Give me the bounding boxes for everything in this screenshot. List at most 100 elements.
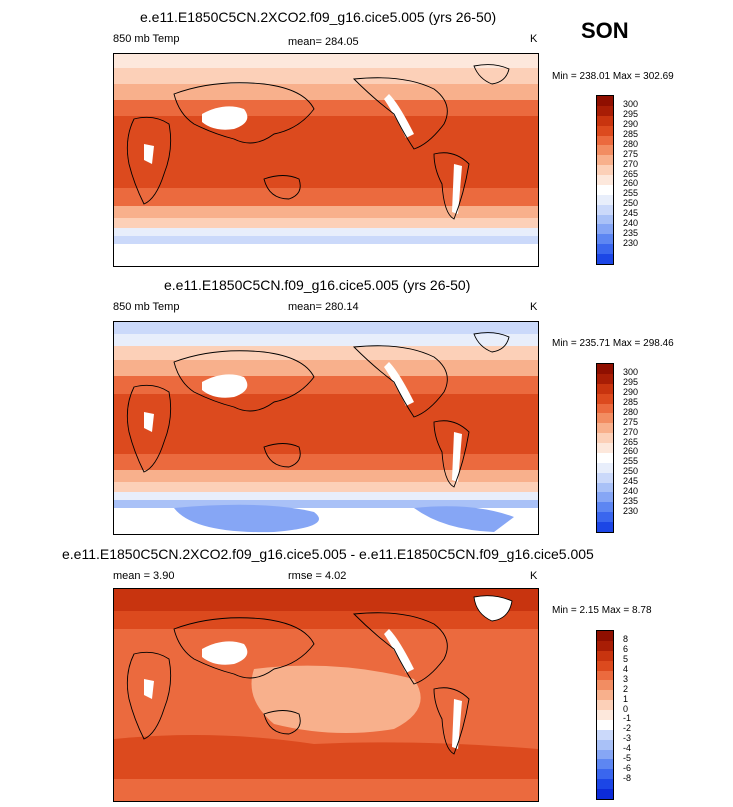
colorbar-swatch	[597, 462, 613, 473]
colorbar-swatch	[597, 749, 613, 760]
colorbar-swatch	[597, 234, 613, 245]
panel2-mean: mean= 280.14	[288, 301, 359, 313]
colorbar-swatch	[597, 214, 613, 225]
colorbar-swatch	[597, 165, 613, 175]
colorbar-swatch	[597, 423, 613, 434]
panel2-units: K	[530, 301, 538, 313]
panel2-title: e.e11.E1850C5CN.f09_g16.cice5.005 (yrs 2…	[164, 277, 471, 293]
colorbar-swatch	[597, 145, 613, 156]
colorbar-swatch	[597, 729, 613, 740]
colorbar-swatch	[597, 204, 613, 215]
colorbar-label: -3	[623, 733, 632, 744]
colorbar-label: 275	[623, 416, 639, 427]
panel3-mean: mean = 3.90	[113, 570, 175, 582]
colorbar-label: 260	[623, 178, 639, 189]
colorbar-swatch	[597, 522, 613, 532]
colorbar-swatch	[597, 96, 613, 106]
colorbar-swatch	[597, 413, 613, 424]
panel1-minmax: Min = 238.01 Max = 302.69	[552, 71, 674, 82]
colorbar-label: 260	[623, 446, 639, 457]
colorbar-swatch	[597, 383, 613, 394]
colorbar-label: 280	[623, 138, 639, 149]
colorbar-label: -6	[623, 762, 632, 773]
colorbar-swatch	[597, 700, 613, 710]
colorbar-label: 6	[623, 644, 629, 655]
colorbar-swatch	[597, 660, 613, 671]
panel3-title: e.e11.E1850C5CN.2XCO2.f09_g16.cice5.005 …	[62, 546, 594, 562]
colorbar-swatch	[597, 670, 613, 681]
panel1-units: K	[530, 33, 538, 45]
colorbar-label: 275	[623, 148, 639, 159]
colorbar-label: 255	[623, 456, 639, 467]
colorbar-swatch	[597, 640, 613, 651]
colorbar-swatch	[597, 680, 613, 691]
colorbar-swatch	[597, 403, 613, 414]
colorbar-swatch	[597, 690, 613, 701]
colorbar-label: -1	[623, 713, 632, 724]
colorbar-swatch	[597, 364, 613, 374]
colorbar-swatch	[597, 769, 613, 780]
colorbar-label: 290	[623, 387, 639, 398]
colorbar-swatch	[597, 184, 613, 195]
colorbar-swatch	[597, 492, 613, 503]
colorbar-label: 265	[623, 436, 639, 447]
colorbar-swatch	[597, 502, 613, 513]
colorbar-label: 245	[623, 476, 639, 487]
panel3-minmax: Min = 2.15 Max = 8.78	[552, 605, 652, 616]
panel1-map	[113, 53, 539, 267]
colorbar-label: 285	[623, 397, 639, 408]
colorbar-label: 4	[623, 664, 629, 675]
colorbar-swatch	[597, 254, 613, 264]
colorbar-label: 280	[623, 406, 639, 417]
colorbar-swatch	[597, 710, 613, 720]
colorbar-swatch	[597, 135, 613, 146]
colorbar-label: 245	[623, 208, 639, 219]
panel1-variable: 850 mb Temp	[113, 33, 180, 45]
colorbar-label: 290	[623, 119, 639, 130]
colorbar-label: 250	[623, 466, 639, 477]
colorbar-label: 5	[623, 654, 629, 665]
colorbar-swatch	[597, 739, 613, 750]
colorbar-label: 235	[623, 227, 639, 238]
colorbar-label: 240	[623, 217, 639, 228]
colorbar-label: -8	[623, 772, 632, 783]
colorbar-swatch	[597, 482, 613, 493]
panel3-colorbar	[596, 630, 614, 800]
colorbar-label: 285	[623, 129, 639, 140]
colorbar-swatch	[597, 789, 613, 799]
colorbar-swatch	[597, 125, 613, 136]
panel2-colorbar	[596, 363, 614, 533]
colorbar-swatch	[597, 719, 613, 730]
colorbar-swatch	[597, 224, 613, 235]
colorbar-label: 230	[623, 505, 639, 516]
colorbar-label: 265	[623, 168, 639, 179]
colorbar-swatch	[597, 472, 613, 483]
panel2-minmax: Min = 235.71 Max = 298.46	[552, 338, 674, 349]
colorbar-swatch	[597, 443, 613, 453]
colorbar-label: 2	[623, 683, 629, 694]
colorbar-label: 250	[623, 198, 639, 209]
colorbar-label: 295	[623, 109, 639, 120]
colorbar-label: 0	[623, 703, 629, 714]
colorbar-swatch	[597, 433, 613, 443]
colorbar-swatch	[597, 759, 613, 770]
colorbar-label: 3	[623, 673, 629, 684]
panel3-units: K	[530, 570, 538, 582]
colorbar-swatch	[597, 452, 613, 463]
colorbar-label: -2	[623, 723, 632, 734]
colorbar-label: -5	[623, 752, 632, 763]
colorbar-label: 270	[623, 426, 639, 437]
panel2-map	[113, 321, 539, 535]
colorbar-swatch	[597, 155, 613, 166]
colorbar-label: 295	[623, 377, 639, 388]
colorbar-swatch	[597, 105, 613, 116]
panel3-rmse: rmse = 4.02	[288, 570, 347, 582]
colorbar-label: 235	[623, 495, 639, 506]
colorbar-swatch	[597, 115, 613, 126]
colorbar-swatch	[597, 194, 613, 205]
colorbar-label: 300	[623, 367, 639, 378]
colorbar-swatch	[597, 779, 613, 789]
panel1-title: e.e11.E1850C5CN.2XCO2.f09_g16.cice5.005 …	[140, 9, 497, 25]
colorbar-label: 300	[623, 99, 639, 110]
season-label: SON	[581, 18, 629, 43]
